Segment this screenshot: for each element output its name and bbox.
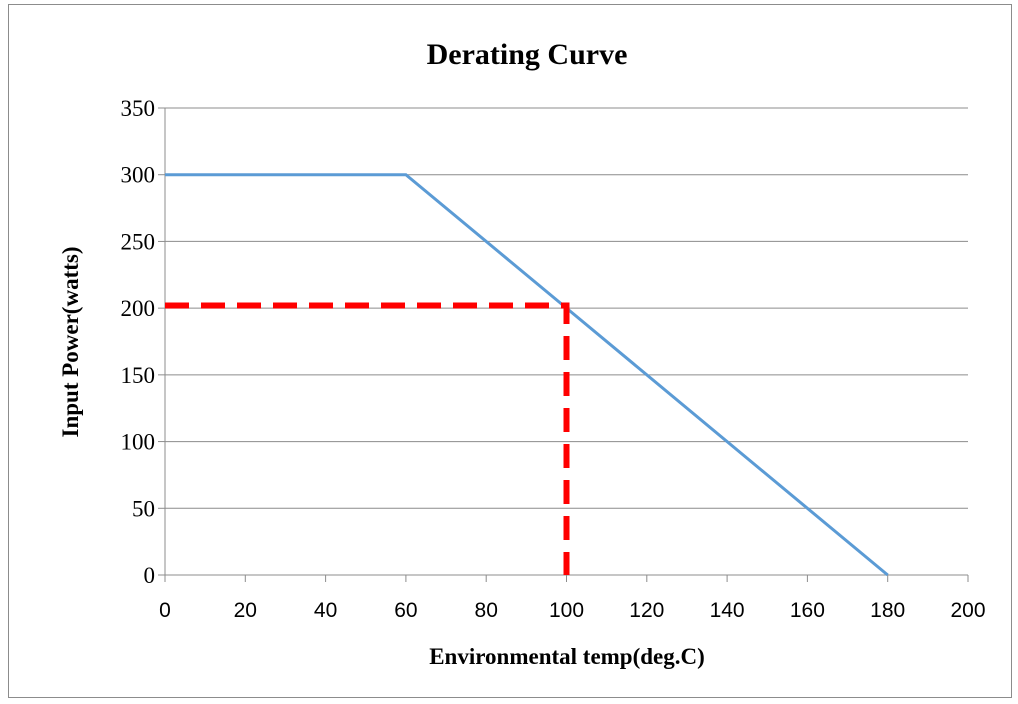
y-tick-labels: 0 50 100 150 200 250 300 350 bbox=[121, 96, 156, 588]
chart-title: Derating Curve bbox=[427, 38, 628, 71]
x-tick-label: 160 bbox=[790, 599, 825, 622]
reference-dashed-line bbox=[165, 302, 570, 575]
x-tick-label: 40 bbox=[314, 599, 337, 622]
derating-curve-line bbox=[165, 173, 889, 577]
x-tick-label: 200 bbox=[950, 599, 985, 622]
x-axis-label: Environmental temp(deg.C) bbox=[429, 644, 705, 669]
x-tick-label: 180 bbox=[870, 599, 905, 622]
axes bbox=[158, 107, 969, 582]
y-tick-label: 250 bbox=[121, 229, 156, 254]
x-tick-label: 100 bbox=[549, 599, 584, 622]
y-tick-label: 100 bbox=[121, 430, 156, 455]
series-group bbox=[164, 173, 889, 577]
y-axis-label: Input Power(watts) bbox=[58, 246, 83, 437]
x-tick-label: 0 bbox=[159, 599, 171, 622]
x-tick-label: 60 bbox=[394, 599, 417, 622]
y-tick-label: 350 bbox=[121, 96, 156, 121]
x-tick-label: 80 bbox=[475, 599, 498, 622]
x-tick-labels: 0 20 40 60 80 100 120 140 160 180 200 bbox=[159, 599, 985, 622]
x-tick-label: 20 bbox=[234, 599, 257, 622]
chart-frame bbox=[8, 4, 1012, 698]
y-tick-label: 300 bbox=[121, 163, 156, 188]
x-tick-label: 120 bbox=[629, 599, 664, 622]
y-tick-label: 150 bbox=[121, 363, 156, 388]
y-tick-label: 200 bbox=[121, 296, 156, 321]
x-tick-label: 140 bbox=[710, 599, 745, 622]
grid-lines bbox=[165, 107, 968, 509]
y-tick-label: 0 bbox=[144, 563, 156, 588]
y-tick-label: 50 bbox=[132, 496, 155, 521]
